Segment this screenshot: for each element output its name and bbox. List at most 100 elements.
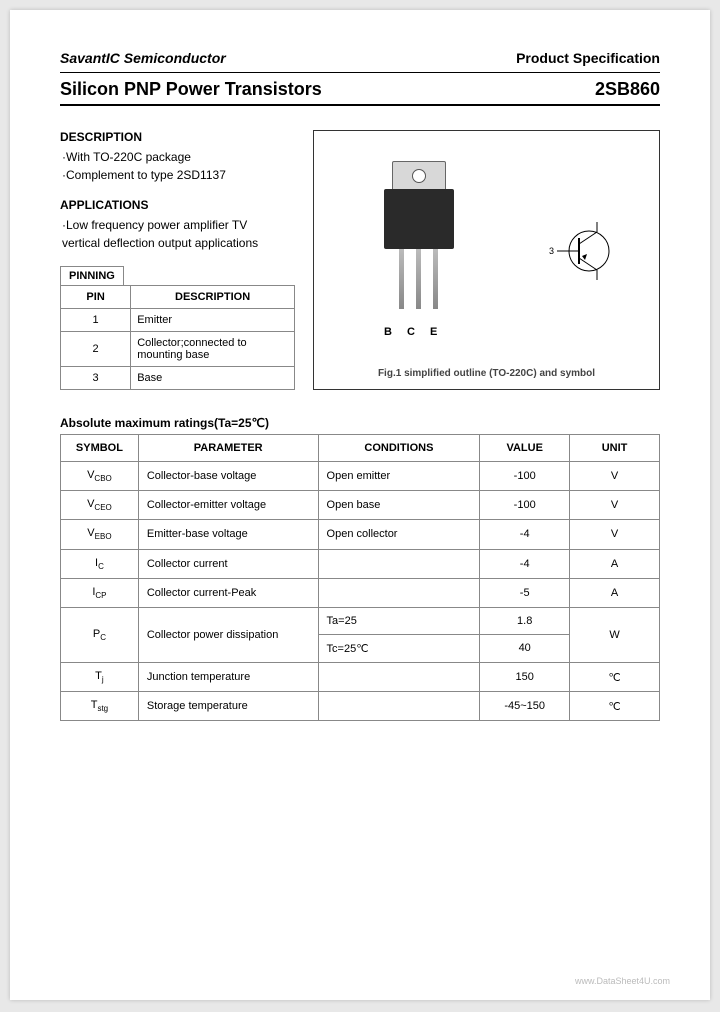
package-drawing bbox=[374, 161, 464, 321]
value-cell: -5 bbox=[480, 578, 570, 607]
applications-body: ·Low frequency power amplifier TV vertic… bbox=[60, 216, 295, 252]
lead-1 bbox=[399, 249, 404, 309]
applications-heading: APPLICATIONS bbox=[60, 198, 295, 212]
title-row: Silicon PNP Power Transistors 2SB860 bbox=[60, 79, 660, 100]
param-cell: Collector current-Peak bbox=[138, 578, 318, 607]
value-cell: -100 bbox=[480, 462, 570, 491]
app-line: ·Low frequency power amplifier TV bbox=[60, 216, 295, 234]
right-column: B C E 3 Fig.1 simplified outline (TO-220… bbox=[313, 130, 660, 390]
param-cell: Emitter-base voltage bbox=[138, 520, 318, 549]
ratings-heading: Absolute maximum ratings(Ta=25℃) bbox=[60, 416, 660, 430]
pin-desc: Emitter bbox=[131, 309, 295, 332]
top-section: DESCRIPTION ·With TO-220C package ·Compl… bbox=[60, 130, 660, 390]
symbol-cell: ICP bbox=[61, 578, 139, 607]
table-row: VCBOCollector-base voltageOpen emitter-1… bbox=[61, 462, 660, 491]
unit-cell: W bbox=[570, 607, 660, 662]
cond-cell: Tc=25℃ bbox=[318, 634, 480, 662]
table-row: VEBOEmitter-base voltageOpen collector-4… bbox=[61, 520, 660, 549]
description-body: ·With TO-220C package ·Complement to typ… bbox=[60, 148, 295, 184]
part-number: 2SB860 bbox=[595, 79, 660, 100]
pinning-heading: PINNING bbox=[60, 266, 124, 285]
col-value: VALUE bbox=[480, 435, 570, 462]
company-name: SavantIC Semiconductor bbox=[60, 50, 226, 66]
col-unit: UNIT bbox=[570, 435, 660, 462]
cond-cell: Open base bbox=[318, 491, 480, 520]
symbol-cell: VEBO bbox=[61, 520, 139, 549]
value-cell: -4 bbox=[480, 520, 570, 549]
lead-2 bbox=[416, 249, 421, 309]
figure-caption: Fig.1 simplified outline (TO-220C) and s… bbox=[314, 368, 659, 379]
cond-cell: Open emitter bbox=[318, 462, 480, 491]
value-cell: -4 bbox=[480, 549, 570, 578]
param-cell: Collector power dissipation bbox=[138, 607, 318, 662]
param-cell: Storage temperature bbox=[138, 692, 318, 721]
symbol-cell: PC bbox=[61, 607, 139, 662]
pin-desc: Collector;connected to mounting base bbox=[131, 332, 295, 367]
ratings-table: SYMBOL PARAMETER CONDITIONS VALUE UNIT V… bbox=[60, 434, 660, 721]
table-row: TstgStorage temperature -45~150℃ bbox=[61, 692, 660, 721]
symbol-cell: Tstg bbox=[61, 692, 139, 721]
value-cell: 40 bbox=[480, 634, 570, 662]
product-title: Silicon PNP Power Transistors bbox=[60, 79, 322, 100]
table-row: TjJunction temperature 150℃ bbox=[61, 662, 660, 691]
left-column: DESCRIPTION ·With TO-220C package ·Compl… bbox=[60, 130, 295, 390]
desc-line: ·Complement to type 2SD1137 bbox=[60, 166, 295, 184]
lead-3 bbox=[433, 249, 438, 309]
table-row: PC Collector power dissipation Ta=25 1.8… bbox=[61, 607, 660, 634]
symbol-cell: VCEO bbox=[61, 491, 139, 520]
param-cell: Collector-base voltage bbox=[138, 462, 318, 491]
symbol-cell: Tj bbox=[61, 662, 139, 691]
app-line: vertical deflection output applications bbox=[60, 234, 295, 252]
unit-cell: V bbox=[570, 491, 660, 520]
divider-thick bbox=[60, 104, 660, 106]
pin-desc: Base bbox=[131, 367, 295, 390]
pin-num: 3 bbox=[61, 367, 131, 390]
cond-cell bbox=[318, 578, 480, 607]
col-symbol: SYMBOL bbox=[61, 435, 139, 462]
unit-cell: ℃ bbox=[570, 692, 660, 721]
col-desc: DESCRIPTION bbox=[131, 286, 295, 309]
cond-cell bbox=[318, 549, 480, 578]
watermark: www.DataSheet4U.com bbox=[575, 976, 670, 986]
pin-labels: B C E bbox=[384, 326, 443, 338]
value-cell: -45~150 bbox=[480, 692, 570, 721]
cond-cell bbox=[318, 662, 480, 691]
table-row: 1Emitter bbox=[61, 309, 295, 332]
symbol-cell: VCBO bbox=[61, 462, 139, 491]
unit-cell: V bbox=[570, 520, 660, 549]
table-row: 2Collector;connected to mounting base bbox=[61, 332, 295, 367]
datasheet-page: SavantIC Semiconductor Product Specifica… bbox=[10, 10, 710, 1000]
cond-cell: Open collector bbox=[318, 520, 480, 549]
desc-line: ·With TO-220C package bbox=[60, 148, 295, 166]
symbol-cell: IC bbox=[61, 549, 139, 578]
value-cell: 1.8 bbox=[480, 607, 570, 634]
description-heading: DESCRIPTION bbox=[60, 130, 295, 144]
cond-cell bbox=[318, 692, 480, 721]
sym-pin3-label: 3 bbox=[549, 246, 554, 256]
table-header-row: SYMBOL PARAMETER CONDITIONS VALUE UNIT bbox=[61, 435, 660, 462]
spec-label: Product Specification bbox=[516, 50, 660, 66]
figure-box: B C E 3 Fig.1 simplified outline (TO-220… bbox=[313, 130, 660, 390]
table-row: VCEOCollector-emitter voltageOpen base-1… bbox=[61, 491, 660, 520]
header-row: SavantIC Semiconductor Product Specifica… bbox=[60, 50, 660, 66]
table-row: ICCollector current-4A bbox=[61, 549, 660, 578]
table-row: ICPCollector current-Peak -5A bbox=[61, 578, 660, 607]
col-parameter: PARAMETER bbox=[138, 435, 318, 462]
table-row: 3Base bbox=[61, 367, 295, 390]
value-cell: -100 bbox=[480, 491, 570, 520]
param-cell: Junction temperature bbox=[138, 662, 318, 691]
col-pin: PIN bbox=[61, 286, 131, 309]
pin-num: 2 bbox=[61, 332, 131, 367]
unit-cell: A bbox=[570, 578, 660, 607]
divider-thin bbox=[60, 72, 660, 73]
param-cell: Collector current bbox=[138, 549, 318, 578]
package-body bbox=[384, 189, 454, 249]
pinning-table: PIN DESCRIPTION 1Emitter 2Collector;conn… bbox=[60, 285, 295, 390]
cond-cell: Ta=25 bbox=[318, 607, 480, 634]
transistor-symbol-icon: 3 bbox=[549, 216, 619, 286]
unit-cell: ℃ bbox=[570, 662, 660, 691]
value-cell: 150 bbox=[480, 662, 570, 691]
unit-cell: V bbox=[570, 462, 660, 491]
col-conditions: CONDITIONS bbox=[318, 435, 480, 462]
param-cell: Collector-emitter voltage bbox=[138, 491, 318, 520]
